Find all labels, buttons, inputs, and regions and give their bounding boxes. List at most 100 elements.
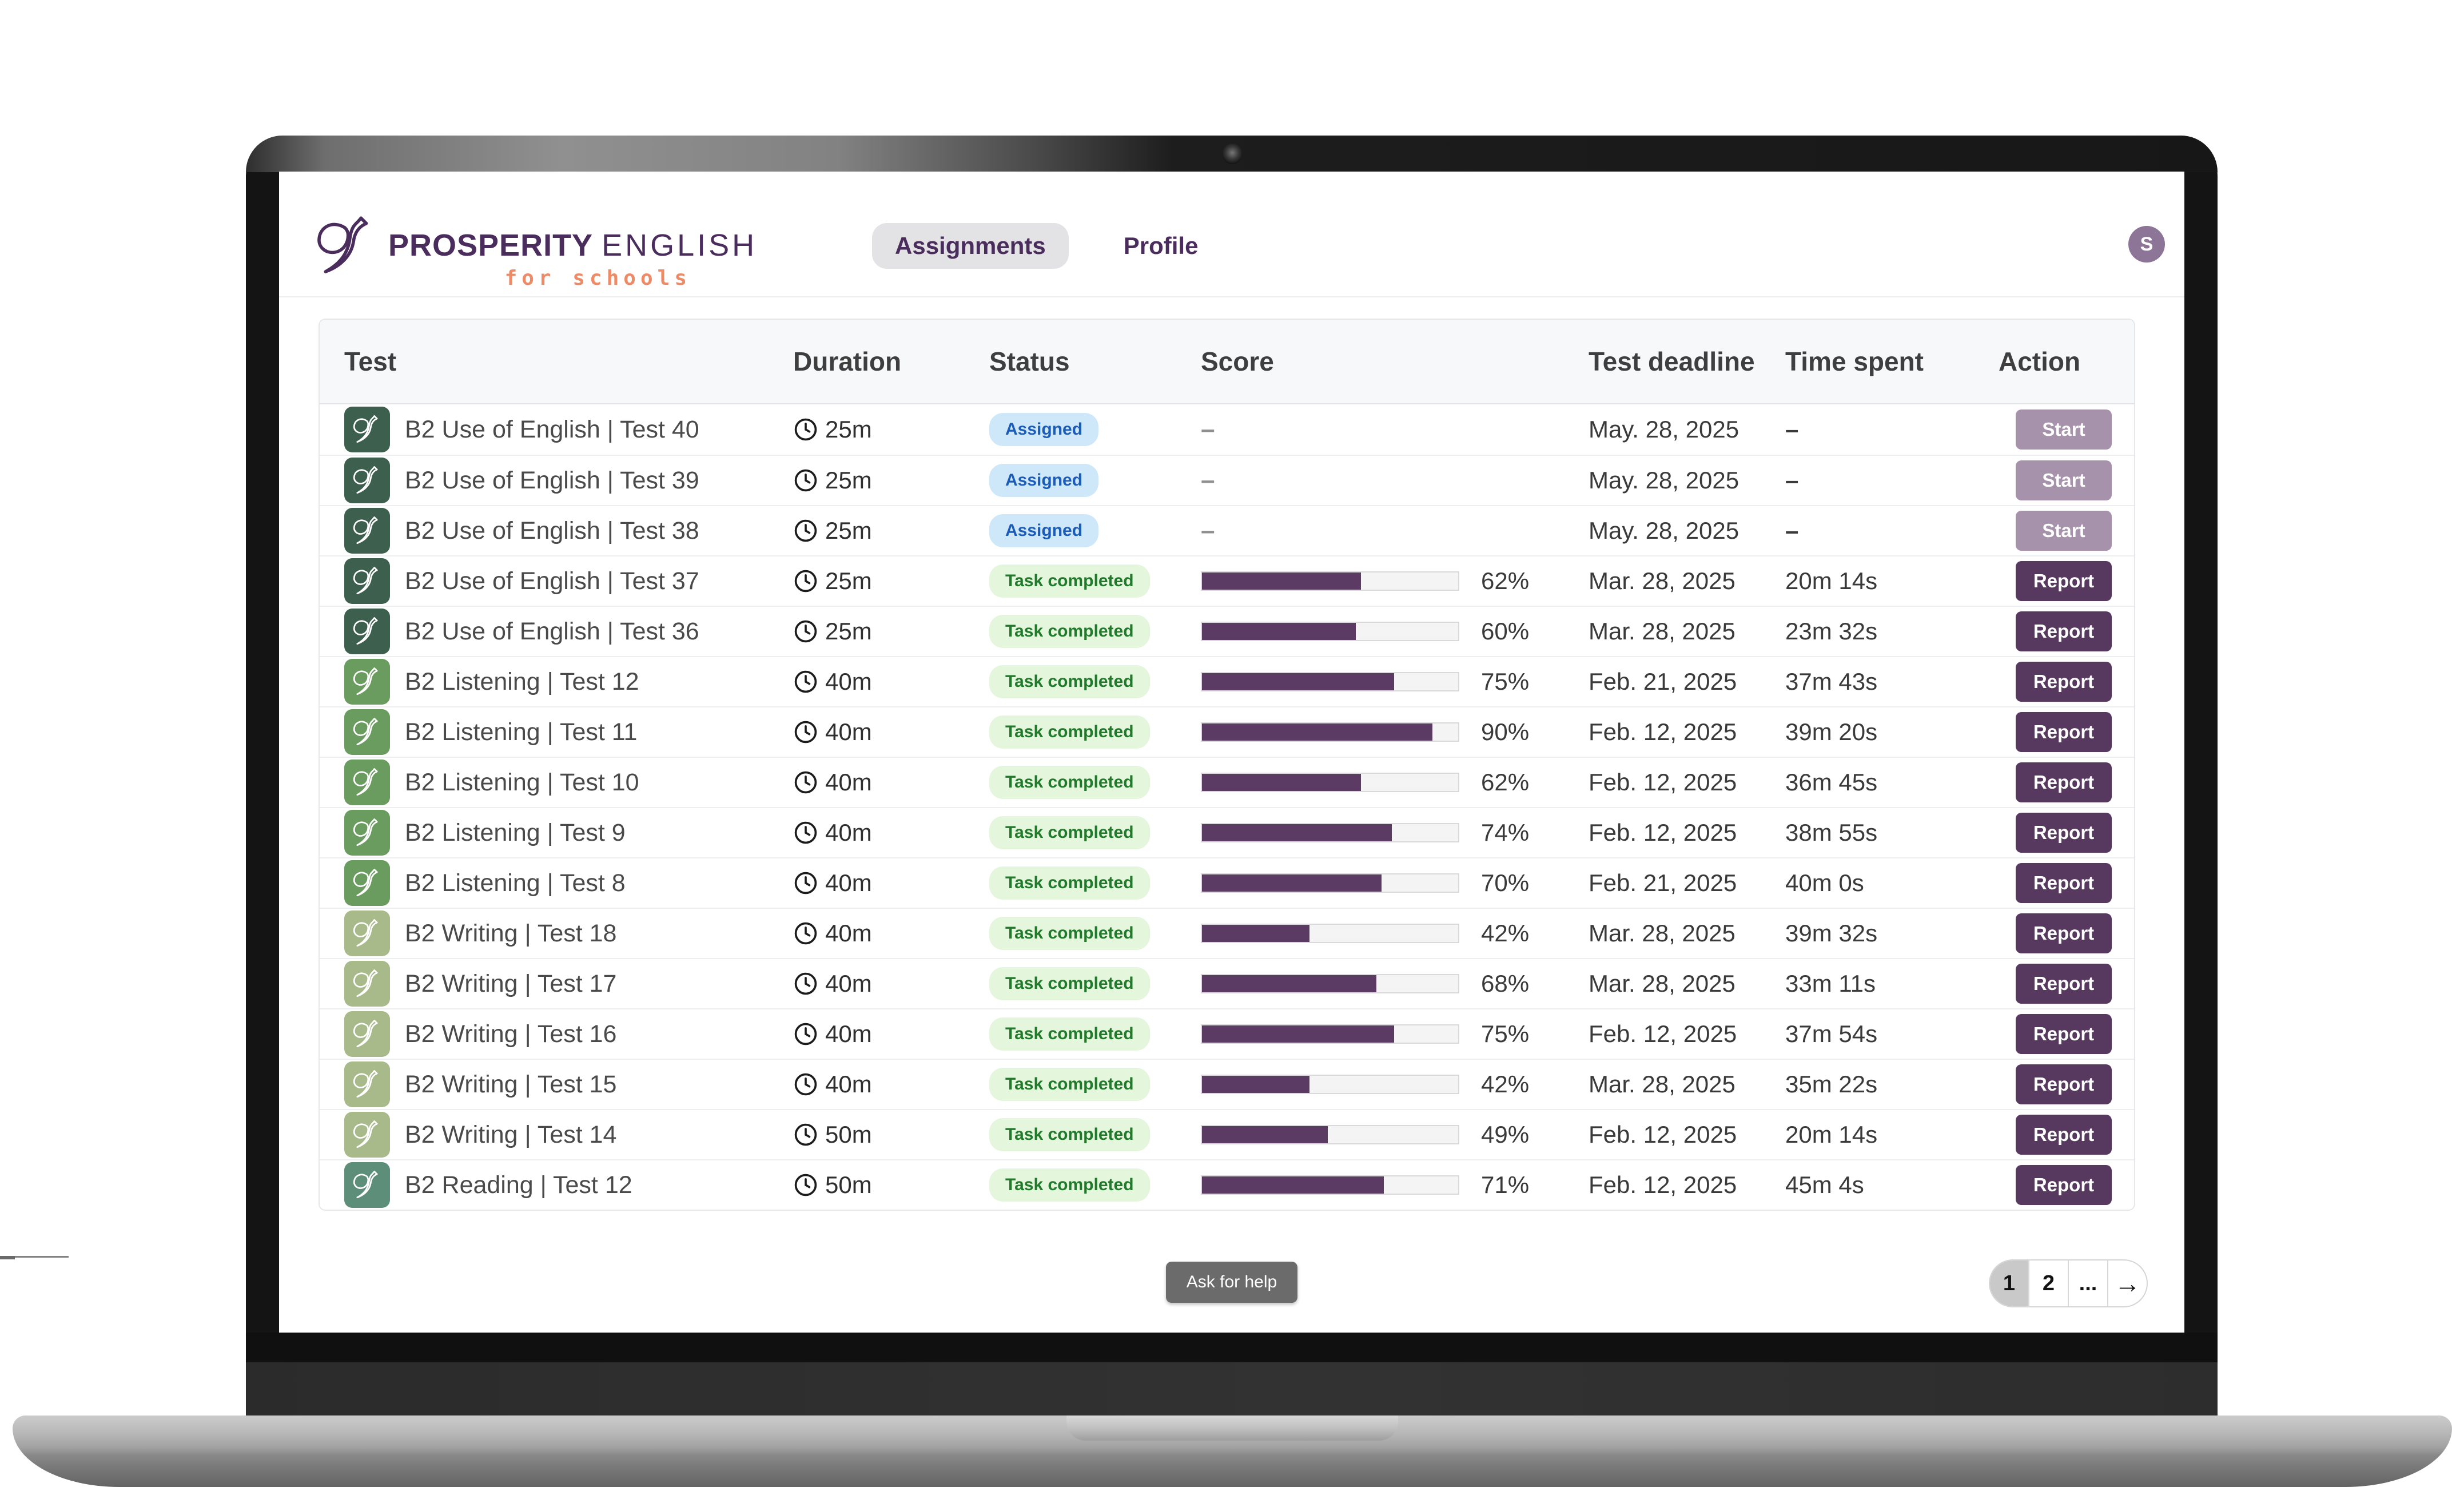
clock-icon <box>794 721 817 743</box>
score-bar <box>1201 622 1459 641</box>
test-bird-icon <box>344 1162 390 1208</box>
table-body: B2 Use of English | Test 40 25m Assigned… <box>320 404 2134 1210</box>
action-button[interactable]: Report <box>2016 1115 2112 1155</box>
action-button[interactable]: Report <box>2016 662 2112 702</box>
time-spent-value: 20m 14s <box>1785 1121 1878 1148</box>
status-badge: Task completed <box>989 1168 1150 1202</box>
action-button[interactable]: Report <box>2016 561 2112 601</box>
ask-for-help-button[interactable]: Ask for help <box>1166 1262 1297 1303</box>
nav-tab-profile[interactable]: Profile <box>1123 232 1199 259</box>
test-name: B2 Writing | Test 18 <box>405 919 617 947</box>
time-spent-value: 45m 4s <box>1785 1171 1864 1198</box>
score-value: 75% <box>1481 1020 1530 1047</box>
status-badge: Task completed <box>989 917 1150 950</box>
score-bar-fill <box>1202 874 1382 892</box>
user-avatar[interactable]: S <box>2128 226 2165 263</box>
test-name: B2 Use of English | Test 38 <box>405 516 699 544</box>
time-spent-value: 36m 45s <box>1785 769 1878 796</box>
action-button[interactable]: Start <box>2016 460 2112 500</box>
action-button[interactable]: Report <box>2016 863 2112 903</box>
test-bird-icon <box>344 458 390 503</box>
table-row: B2 Listening | Test 11 40m Task complete… <box>320 706 2134 757</box>
clock-icon <box>794 1123 817 1146</box>
clock-icon <box>794 872 817 894</box>
deadline-value: May. 28, 2025 <box>1589 416 1739 443</box>
score-bar <box>1201 974 1459 993</box>
score-bar <box>1201 672 1459 691</box>
table-row: B2 Use of English | Test 36 25m Task com… <box>320 606 2134 656</box>
action-button[interactable]: Report <box>2016 964 2112 1004</box>
deadline-value: Feb. 12, 2025 <box>1589 1171 1737 1198</box>
status-badge: Assigned <box>989 464 1099 497</box>
deadline-value: May. 28, 2025 <box>1589 467 1739 494</box>
pagination-page-...[interactable]: ... <box>2068 1261 2107 1306</box>
table-row: B2 Writing | Test 18 40m Task completed … <box>320 908 2134 958</box>
action-button[interactable]: Report <box>2016 813 2112 853</box>
duration-value: 40m <box>825 1020 872 1047</box>
action-button[interactable]: Report <box>2016 913 2112 953</box>
duration-value: 50m <box>825 1171 872 1198</box>
test-bird-icon <box>344 910 390 956</box>
action-button[interactable]: Report <box>2016 1014 2112 1054</box>
time-spent-value: – <box>1785 517 1799 544</box>
score-bar-fill <box>1202 1176 1384 1194</box>
laptop-bezel-bottom <box>246 1333 2218 1362</box>
action-button[interactable]: Start <box>2016 409 2112 450</box>
test-name: B2 Listening | Test 11 <box>405 718 638 746</box>
action-button[interactable]: Report <box>2016 1165 2112 1205</box>
score-value: 49% <box>1481 1121 1530 1148</box>
score-value: 42% <box>1481 1071 1530 1098</box>
nav-tab-assignments[interactable]: Assignments <box>872 223 1069 269</box>
clock-icon <box>794 972 817 995</box>
test-bird-icon <box>344 810 390 856</box>
clock-icon <box>794 922 817 945</box>
time-spent-value: – <box>1785 416 1799 443</box>
test-name: B2 Listening | Test 12 <box>405 667 639 695</box>
deadline-value: May. 28, 2025 <box>1589 517 1739 544</box>
deadline-value: Mar. 28, 2025 <box>1589 920 1735 947</box>
header-divider <box>279 296 2184 297</box>
brand-tagline: for schools <box>504 267 691 290</box>
table-row: B2 Listening | Test 9 40m Task completed… <box>320 807 2134 857</box>
test-bird-icon <box>344 860 390 906</box>
brand-name-secondary: ENGLISH <box>602 228 758 263</box>
assignments-table: Test Duration Status Score Test deadline… <box>319 319 2135 1211</box>
time-spent-value: 23m 32s <box>1785 618 1878 645</box>
test-bird-icon <box>344 1061 390 1107</box>
score-value: 90% <box>1481 718 1530 745</box>
score-bar <box>1201 924 1459 943</box>
pagination-next-arrow[interactable]: → <box>2107 1261 2147 1306</box>
pagination-page-1[interactable]: 1 <box>1990 1261 2028 1306</box>
score-bar <box>1201 773 1459 792</box>
score-bar-fill <box>1202 1076 1310 1093</box>
pagination-page-2[interactable]: 2 <box>2028 1261 2068 1306</box>
action-button[interactable]: Report <box>2016 762 2112 802</box>
action-button[interactable]: Report <box>2016 712 2112 752</box>
status-badge: Task completed <box>989 816 1150 849</box>
action-button[interactable]: Start <box>2016 511 2112 551</box>
deadline-value: Feb. 21, 2025 <box>1589 869 1737 896</box>
test-name: B2 Use of English | Test 37 <box>405 567 699 595</box>
column-header-score: Score <box>1201 347 1274 376</box>
main-nav: Assignments Profile <box>872 223 1221 269</box>
score-value: 62% <box>1481 769 1530 796</box>
action-button[interactable]: Report <box>2016 611 2112 651</box>
score-bar <box>1201 1075 1459 1094</box>
table-row: B2 Listening | Test 10 40m Task complete… <box>320 757 2134 807</box>
time-spent-value: – <box>1785 467 1799 494</box>
action-button[interactable]: Report <box>2016 1064 2112 1104</box>
score-bar <box>1201 873 1459 893</box>
score-bar <box>1201 1024 1459 1044</box>
duration-value: 40m <box>825 920 872 947</box>
test-bird-icon <box>344 609 390 654</box>
laptop-base <box>13 1415 2452 1487</box>
score-value: 74% <box>1481 819 1530 846</box>
clock-icon <box>794 670 817 693</box>
laptop-webcam <box>1222 144 1243 164</box>
status-badge: Task completed <box>989 1118 1150 1151</box>
clock-icon <box>794 469 817 492</box>
test-bird-icon <box>344 961 390 1007</box>
duration-value: 40m <box>825 970 872 997</box>
laptop-base-notch <box>1066 1415 1398 1441</box>
deadline-value: Mar. 28, 2025 <box>1589 567 1735 594</box>
